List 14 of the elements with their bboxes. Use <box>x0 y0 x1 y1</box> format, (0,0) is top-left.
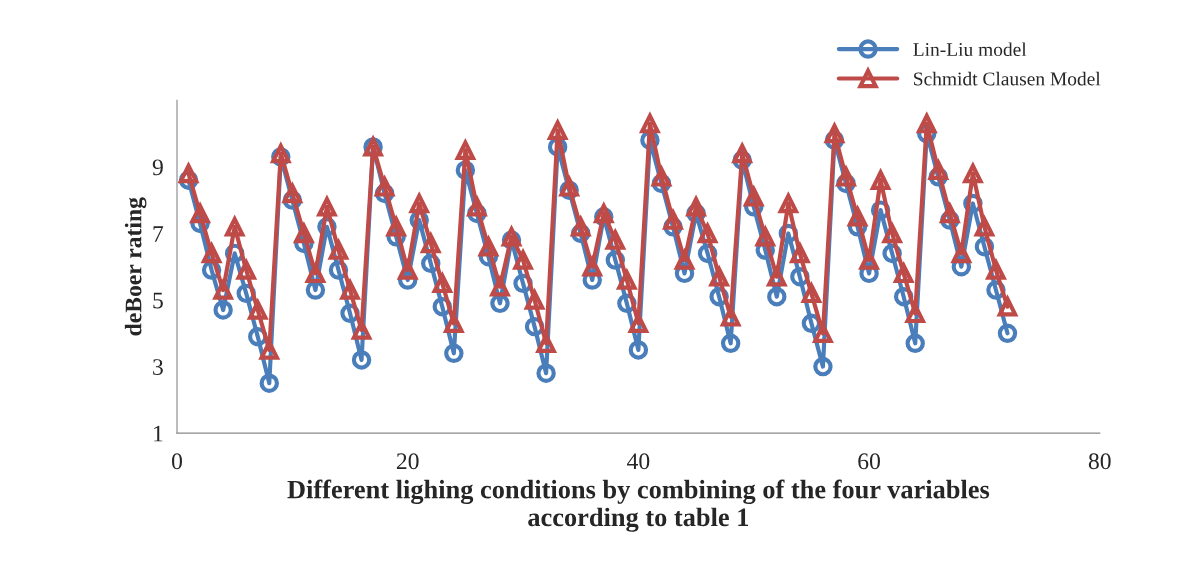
y-tick-label: 3 <box>153 359 163 376</box>
x-tick-label: 40 <box>627 453 650 470</box>
x-tick-label: 0 <box>172 453 182 470</box>
y-tick-label: 7 <box>153 226 164 242</box>
y-tick-label: 9 <box>152 159 163 176</box>
legend-label: Lin-Liu model <box>913 42 1027 57</box>
x-axis-title: Different lighing conditions by combining of the four variables according to table 1 <box>287 479 990 532</box>
legend-label: Schmidt Clausen Model <box>914 71 1101 86</box>
y-tick-label: 1 <box>154 425 163 442</box>
y-axis-title: deBoer rating <box>124 197 147 336</box>
x-tick-label: 60 <box>858 453 880 470</box>
y-tick-label: 5 <box>153 292 163 309</box>
x-tick-label: 80 <box>1088 453 1111 470</box>
x-tick-label: 20 <box>396 453 419 470</box>
